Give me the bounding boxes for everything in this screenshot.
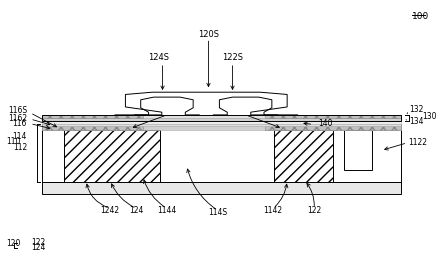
Text: 120: 120 [7, 239, 21, 248]
Text: 124S: 124S [148, 53, 169, 62]
Text: 116S: 116S [8, 106, 27, 115]
Text: 116: 116 [13, 119, 27, 128]
Bar [64, 130, 160, 182]
Bar [43, 115, 401, 118]
Text: 120S: 120S [198, 30, 219, 39]
Bar [43, 115, 143, 118]
Bar [274, 130, 333, 182]
Text: 132: 132 [409, 105, 424, 114]
Bar [43, 115, 401, 121]
Text: 124: 124 [129, 206, 144, 215]
Bar [43, 124, 401, 126]
Bar [43, 126, 143, 130]
PathPatch shape [134, 97, 200, 115]
Bar [265, 115, 401, 118]
Bar [43, 182, 401, 194]
Bar [344, 130, 373, 170]
Text: 122: 122 [307, 206, 321, 215]
Text: 1142: 1142 [264, 206, 283, 215]
PathPatch shape [213, 97, 278, 115]
Text: 110: 110 [7, 137, 21, 146]
Text: 122: 122 [31, 238, 46, 247]
Bar [43, 126, 401, 130]
Text: 1242: 1242 [101, 206, 120, 215]
Text: 124: 124 [31, 243, 46, 252]
Text: 122S: 122S [222, 53, 243, 62]
Text: 1122: 1122 [409, 138, 427, 147]
Text: 112: 112 [13, 143, 27, 152]
Bar [43, 124, 401, 182]
Text: 130: 130 [422, 112, 436, 121]
Text: 100: 100 [412, 12, 429, 21]
Text: 134: 134 [409, 117, 424, 126]
Text: 114: 114 [13, 132, 27, 141]
Text: 1162: 1162 [8, 114, 27, 123]
Text: 140: 140 [318, 119, 332, 128]
Bar [265, 126, 401, 130]
Text: 114S: 114S [209, 208, 228, 217]
Text: 1144: 1144 [157, 206, 177, 215]
Bar [43, 118, 401, 121]
Bar [43, 121, 401, 124]
